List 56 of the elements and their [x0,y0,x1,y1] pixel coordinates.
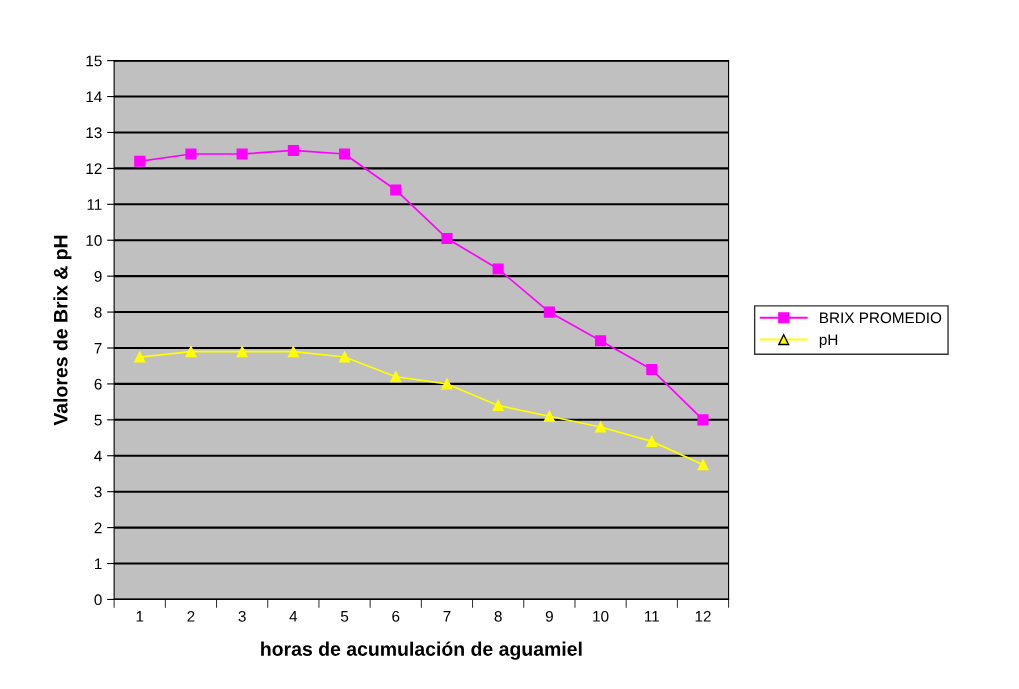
point [492,399,504,412]
point [441,232,453,244]
point [390,184,402,196]
y-tick-label: 2 [94,522,102,534]
point [543,306,555,318]
point [441,378,453,390]
y-tick-label: 8 [94,306,102,318]
point [236,346,248,358]
x-tick-label: 7 [443,611,451,622]
point [697,459,709,471]
legend-label: pH [819,334,838,349]
point [185,346,197,358]
x-tick-label: 6 [392,610,400,622]
y-tick-label: 1 [94,558,102,570]
x-tick-label: 3 [238,610,246,622]
point [697,414,709,426]
point [646,363,658,376]
point [390,371,402,383]
point [492,263,504,275]
y-tick-label: 13 [86,127,102,139]
x-tick-label: 2 [187,610,195,622]
y-tick-label: 3 [94,486,102,498]
x-tick-label: 4 [289,611,298,622]
point [595,421,607,433]
x-tick-label: 10 [593,610,609,622]
point [646,435,658,447]
point [543,410,555,422]
x-tick-label: 11 [645,611,659,622]
point [185,148,197,160]
point [134,351,146,363]
x-tick-label: 9 [545,610,553,622]
y-tick-label: 4 [94,450,102,462]
y-tick-label: 10 [86,235,102,246]
y-tick-label: 14 [86,91,102,103]
x-axis-title: horas de acumulación de aguamiel [261,641,582,660]
point [287,144,299,156]
x-tick-label: 12 [695,610,711,622]
y-tick-label: 12 [86,163,102,174]
y-axis-title: Valores de Brix & pH [53,235,72,426]
y-tick-label: 6 [94,378,102,390]
x-tick-label: 5 [340,611,349,622]
point [338,351,351,363]
y-tick-label: 7 [94,343,102,354]
legend-label: BRIX PROMEDIO [820,312,942,324]
y-tick-label: 15 [86,55,102,67]
y-tick-label: 0 [94,594,102,606]
y-tick-label: 5 [94,414,102,426]
x-tick-label: 8 [494,610,502,622]
point [134,155,146,167]
y-tick-label: 9 [94,271,102,282]
point [595,335,607,347]
point [236,148,248,160]
point [287,346,299,358]
point [338,148,351,160]
y-tick-label: 11 [87,199,102,210]
x-tick-label: 1 [136,611,144,622]
